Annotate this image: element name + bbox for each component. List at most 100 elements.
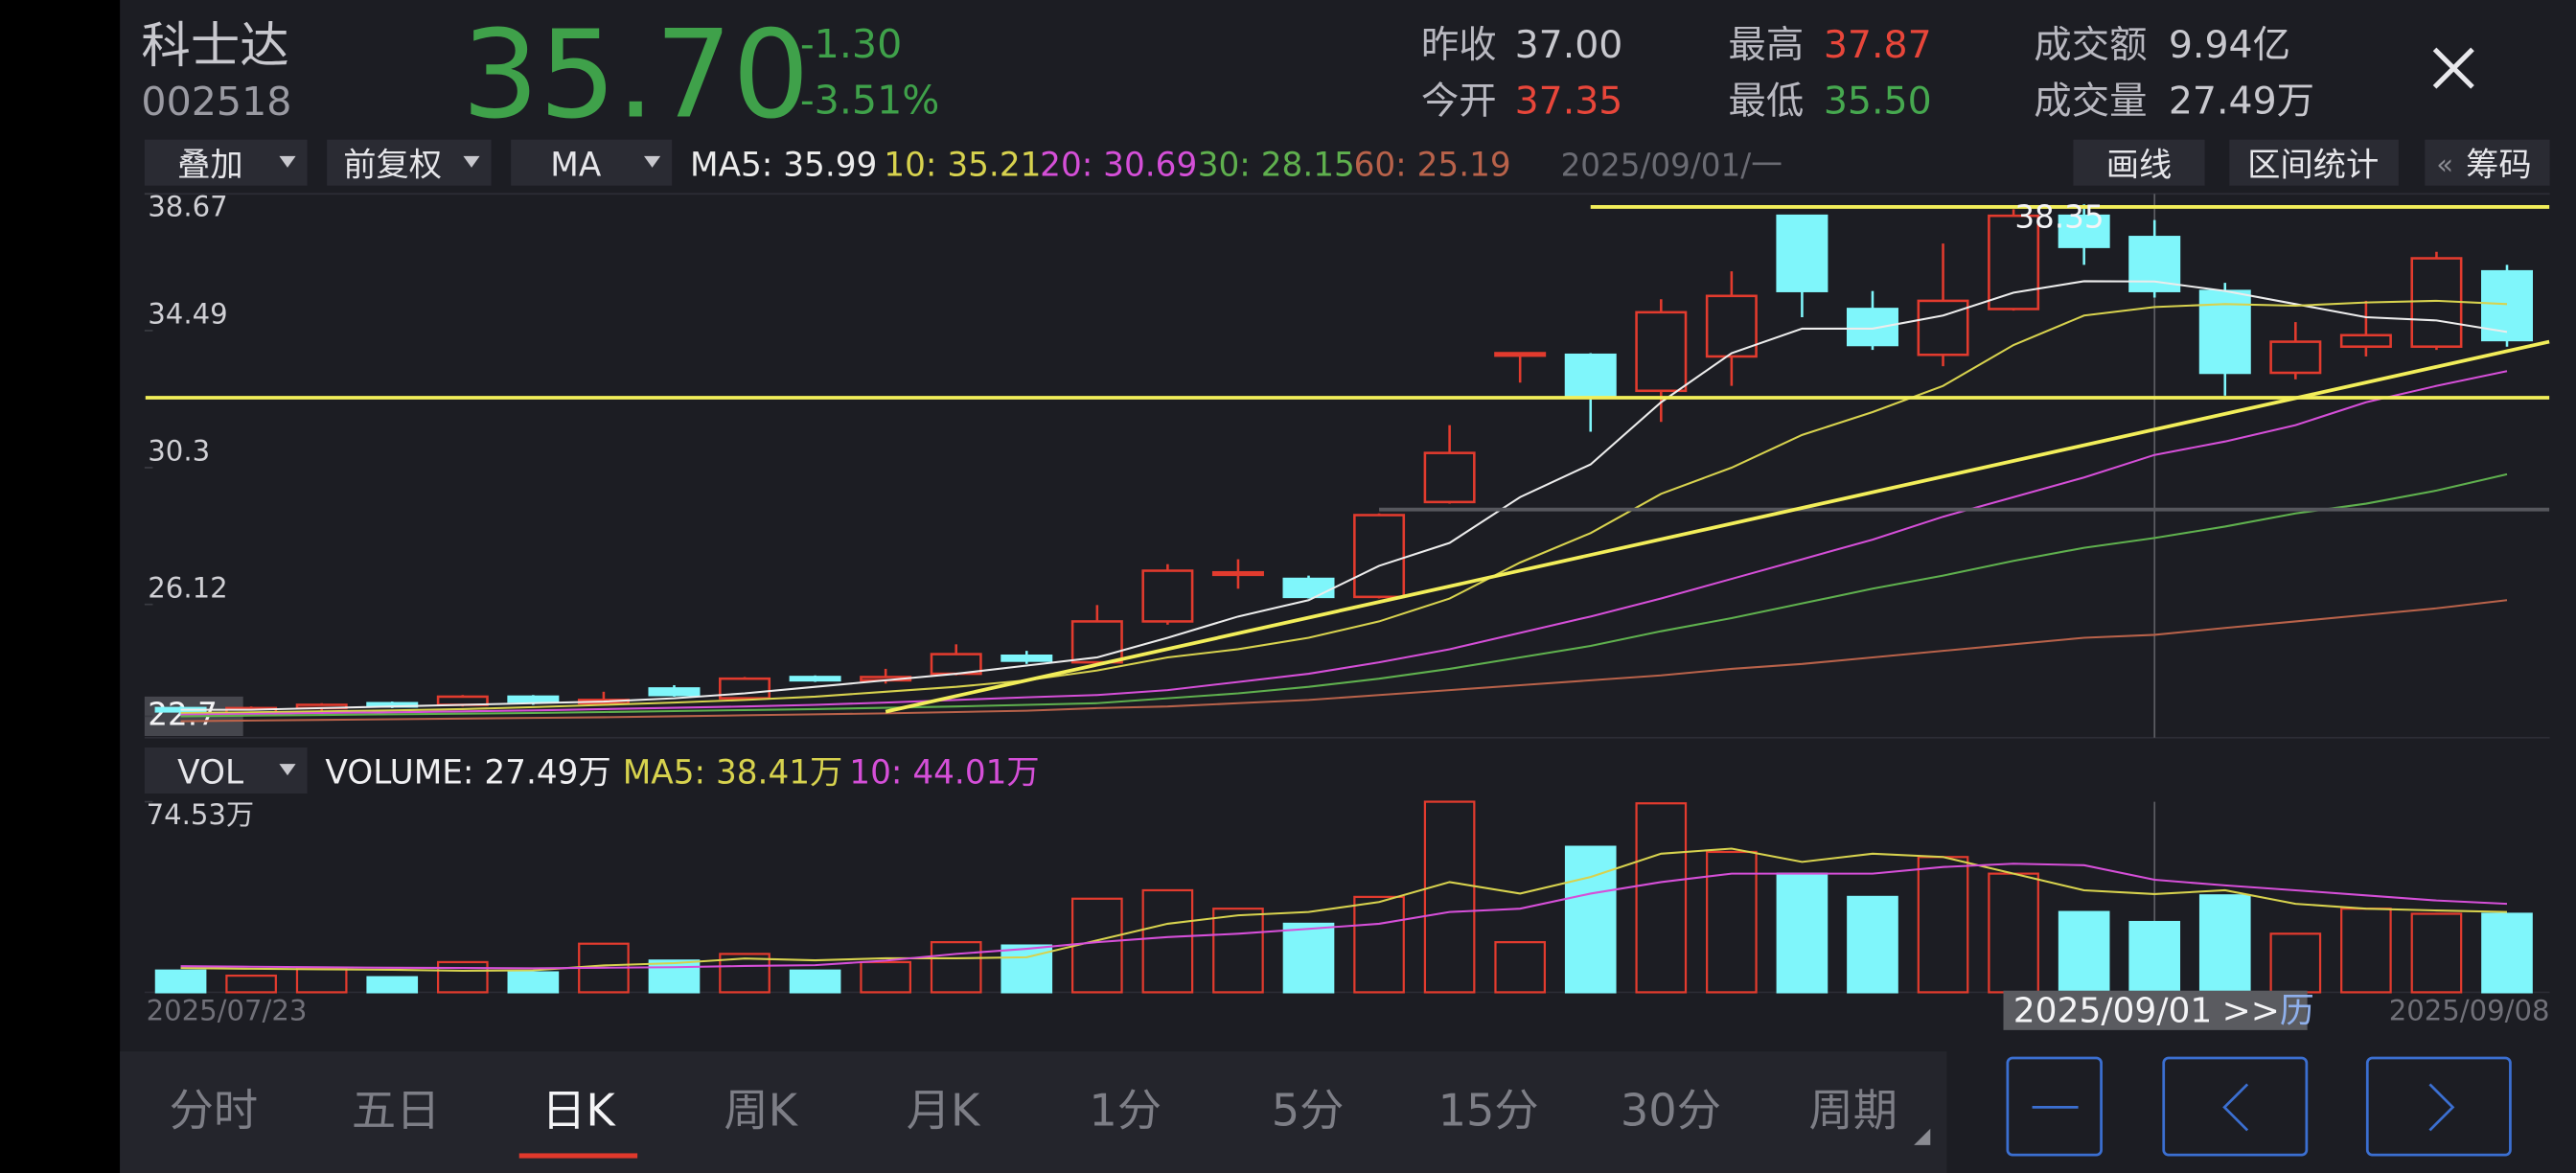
tab[interactable]: 周K xyxy=(724,1084,798,1136)
stock-name: 科士达 xyxy=(141,17,288,75)
stat-value: 9.94亿 xyxy=(2169,23,2290,67)
volume-bar xyxy=(1564,845,1617,994)
history-arrows[interactable]: >> xyxy=(2222,991,2280,1030)
dropdown[interactable]: 前复权 xyxy=(327,139,492,186)
ma-line xyxy=(180,472,2508,718)
dropdown[interactable]: VOL xyxy=(144,748,308,794)
toolbar-date: 2025/09/01/一 xyxy=(1561,147,1782,183)
candle-body xyxy=(1353,514,1406,599)
change-pct: -3.51% xyxy=(800,77,939,123)
tab[interactable]: 5分 xyxy=(1272,1084,1345,1136)
legend-entry: 10: 44.01万 xyxy=(849,754,1039,793)
price: 35.70 xyxy=(462,4,810,146)
volume-bar xyxy=(1847,895,1898,994)
stat-value: 37.87 xyxy=(1824,23,1932,67)
stat-value: 35.50 xyxy=(1824,79,1932,123)
dropdown-label: 叠加 xyxy=(177,146,243,184)
volume-bar xyxy=(648,959,701,994)
nav-button[interactable] xyxy=(2162,1056,2309,1157)
stat-label: 今开 xyxy=(1421,79,1497,123)
tab[interactable]: 周期 xyxy=(1808,1084,1898,1136)
stock-code: 002518 xyxy=(141,79,291,125)
volume-bar xyxy=(436,960,489,994)
ma-line xyxy=(180,370,2508,716)
tab[interactable]: 1分 xyxy=(1089,1084,1162,1136)
legend-entry: 60: 25.19 xyxy=(1354,146,1511,184)
legend-entry: 20: 30.69 xyxy=(1040,146,1197,184)
tab[interactable]: 月K xyxy=(907,1084,981,1136)
stat-label: 最高 xyxy=(1728,23,1804,67)
candle-body xyxy=(507,695,560,703)
crosshair-date-box xyxy=(2003,990,2308,1030)
button-label: 画线 xyxy=(2106,146,2173,184)
stat-value: 37.35 xyxy=(1515,79,1623,123)
dropdown-label: VOL xyxy=(177,754,243,793)
max-label: 38.35 xyxy=(2014,199,2104,236)
legend-entry: 10: 35.21 xyxy=(884,146,1041,184)
y-tick-label: 38.67 xyxy=(148,191,227,223)
dropdown[interactable]: MA xyxy=(511,139,673,186)
candle-body xyxy=(1776,214,1828,292)
stat-label: 最低 xyxy=(1728,79,1804,123)
volume-bar xyxy=(789,969,841,994)
button[interactable]: 区间统计 xyxy=(2229,139,2399,186)
volume-bar xyxy=(1282,922,1335,994)
y-tick-label: 30.3 xyxy=(148,435,210,468)
volume-bar xyxy=(860,960,911,994)
candle-body xyxy=(1423,451,1476,504)
nav-button[interactable] xyxy=(2006,1056,2103,1157)
candle-body xyxy=(2269,340,2322,375)
volume-bar xyxy=(154,969,207,994)
candle-body xyxy=(789,676,841,682)
candle-body xyxy=(1635,310,1688,393)
dropdown-label: MA xyxy=(550,146,602,184)
tab[interactable]: 30分 xyxy=(1621,1084,1721,1136)
volume-bar xyxy=(2128,920,2181,994)
left-strip xyxy=(0,0,121,1173)
tab-underline xyxy=(518,1153,638,1159)
x-tick-label: 2025/07/23 xyxy=(147,995,308,1027)
volume-bar xyxy=(1141,888,1194,994)
button[interactable]: « 筹码 xyxy=(2425,139,2550,186)
candle-body xyxy=(1211,570,1264,577)
candle-body xyxy=(1070,620,1123,664)
stat-label: 成交额 xyxy=(2034,23,2147,67)
volume-bar xyxy=(930,941,982,994)
ma-line xyxy=(180,299,2508,715)
close-button[interactable] xyxy=(2432,47,2474,89)
candle-body xyxy=(648,687,701,697)
drawn-trend xyxy=(885,339,2550,714)
legend-entry: MA5: 35.99 xyxy=(690,146,877,184)
tab[interactable]: 分时 xyxy=(170,1084,259,1136)
volume-label: VOLUME: 27.49万 xyxy=(325,754,610,793)
volume-bar xyxy=(2058,910,2110,994)
crosshair-date-text: 2025/09/01 xyxy=(2013,991,2213,1030)
candle-body xyxy=(1846,308,1898,347)
stat-label: 成交量 xyxy=(2034,79,2147,123)
volume-bar xyxy=(225,974,277,994)
volume-bar xyxy=(1776,872,1828,994)
candle-body xyxy=(2339,334,2392,348)
candle-body xyxy=(1000,654,1053,662)
tab[interactable]: 日K xyxy=(541,1084,616,1136)
volume-bar xyxy=(2481,912,2533,994)
tab[interactable]: 15分 xyxy=(1438,1084,1539,1136)
ma-line xyxy=(180,599,2508,723)
tab[interactable]: 五日 xyxy=(352,1084,441,1136)
history-link[interactable]: 历 xyxy=(2280,991,2314,1030)
candle-body xyxy=(1564,353,1617,399)
dropdown[interactable]: 叠加 xyxy=(144,139,308,186)
volume-bar xyxy=(1353,895,1405,994)
stat-value: 27.49万 xyxy=(2169,79,2314,123)
stat-value: 37.00 xyxy=(1515,23,1623,67)
volume-bar xyxy=(2269,932,2322,994)
candle-body xyxy=(1705,294,1758,358)
volume-bar xyxy=(507,971,560,994)
button[interactable]: 画线 xyxy=(2073,139,2205,186)
nav-button[interactable] xyxy=(2365,1056,2512,1157)
volume-bar xyxy=(366,976,419,994)
tab-bar xyxy=(120,1051,1947,1173)
candle-body xyxy=(1141,569,1194,623)
